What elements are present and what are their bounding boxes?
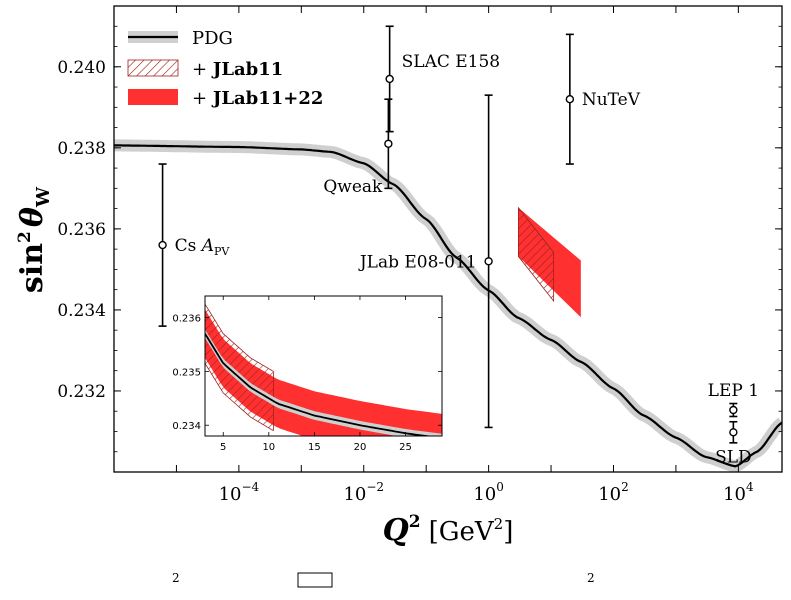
pdg-curve xyxy=(114,144,782,468)
x-tick-label: 10−4 xyxy=(219,480,260,505)
x-axis-label-main: Q xyxy=(383,513,409,548)
y-tick-label: 0.234 xyxy=(57,301,106,321)
data-label: NuTeV xyxy=(582,90,641,110)
inset-jlab11-band xyxy=(205,303,274,432)
inset-frame xyxy=(204,295,443,437)
legend-jlab1122-swatch xyxy=(128,89,178,105)
caption-sup-1: 2 xyxy=(172,571,180,585)
inset-x-tick-label: 10 xyxy=(262,442,275,453)
caption-box xyxy=(297,572,333,588)
inset-pdg-curve xyxy=(205,333,433,436)
y-axis-label-sup: 2 xyxy=(15,231,35,243)
x-axis-label-unit-close: ] xyxy=(503,517,513,547)
data-point-slac-e158 xyxy=(385,25,394,133)
inset-plot: 5 10 15 20 25 0.234 0.235 0.236 xyxy=(172,295,443,453)
data-label: SLD xyxy=(715,447,752,467)
plot-frame xyxy=(113,5,783,473)
y-tick-label: 0.236 xyxy=(57,220,106,240)
data-label: SLAC E158 xyxy=(402,52,500,72)
legend-jlab11-label: + JLab11 xyxy=(192,59,283,80)
x-tick-label: 102 xyxy=(598,480,629,505)
inset-x-tick-label: 25 xyxy=(399,442,412,453)
inset-x-tick-label: 15 xyxy=(308,442,321,453)
data-label: LEP 1 xyxy=(708,381,759,401)
inset-y-tick-label: 0.236 xyxy=(172,314,201,325)
y-tick-label: 0.232 xyxy=(57,382,106,402)
data-label: Qweak xyxy=(323,177,383,197)
marker xyxy=(384,139,393,148)
main-plot: Cs APV Qweak SLAC E158 JLab E08-011 NuTeV LEP… xyxy=(57,5,783,505)
legend-jlab11-swatch xyxy=(127,59,179,77)
caption-sup-2: 2 xyxy=(587,571,595,585)
data-point-sld xyxy=(729,420,738,444)
y-axis-label-sub: W xyxy=(33,186,54,208)
marker xyxy=(729,405,738,415)
legend-pdg-label: PDG xyxy=(192,28,233,49)
y-axis-label: sin2 θW xyxy=(15,186,54,293)
x-tick-label: 100 xyxy=(473,480,504,505)
x-axis-label-unit-sup: 2 xyxy=(494,515,504,533)
x-tick-label: 10−2 xyxy=(343,480,384,505)
data-label: JLab E08-011 xyxy=(358,252,477,272)
marker xyxy=(385,74,394,84)
x-tick-label: 104 xyxy=(723,480,754,505)
inset-x-tick-label: 20 xyxy=(354,442,367,453)
legend-jlab1122-label: + JLab11+22 xyxy=(192,88,323,109)
marker xyxy=(484,257,493,266)
data-point-lep-1 xyxy=(729,402,738,418)
legend: PDG + JLab11 + JLab11+22 xyxy=(127,28,323,109)
data-point-cs xyxy=(158,163,167,327)
main-clip-group: Cs APV Qweak SLAC E158 JLab E08-011 NuTeV LEP… xyxy=(114,25,782,472)
x-axis-label-sup: 2 xyxy=(409,512,421,532)
data-point-jlab-e08-011 xyxy=(484,94,493,429)
inset-y-tick-label: 0.234 xyxy=(172,421,201,432)
y-axis-label-main: sin xyxy=(15,243,50,293)
inset-y-tick-label: 0.235 xyxy=(172,367,201,378)
data-point-nutev xyxy=(565,33,575,165)
jlab11-band xyxy=(518,206,555,303)
caption: 2 2 xyxy=(172,571,595,588)
marker xyxy=(565,94,575,104)
marker xyxy=(729,428,738,437)
y-tick-label: 0.238 xyxy=(57,139,106,159)
inset-x-tick-label: 5 xyxy=(220,442,226,453)
inset-clip-group xyxy=(205,303,442,436)
y-tick-label: 0.240 xyxy=(57,58,106,78)
data-point-qweak xyxy=(384,98,393,190)
x-axis-label-unit: [GeV xyxy=(429,517,495,547)
inset-pdg-band xyxy=(205,329,442,436)
marker xyxy=(158,240,167,250)
y-axis-label-sym: θ xyxy=(15,207,50,227)
x-axis-label: Q2 [GeV2] xyxy=(383,512,514,548)
data-label: Cs APV xyxy=(175,236,231,258)
